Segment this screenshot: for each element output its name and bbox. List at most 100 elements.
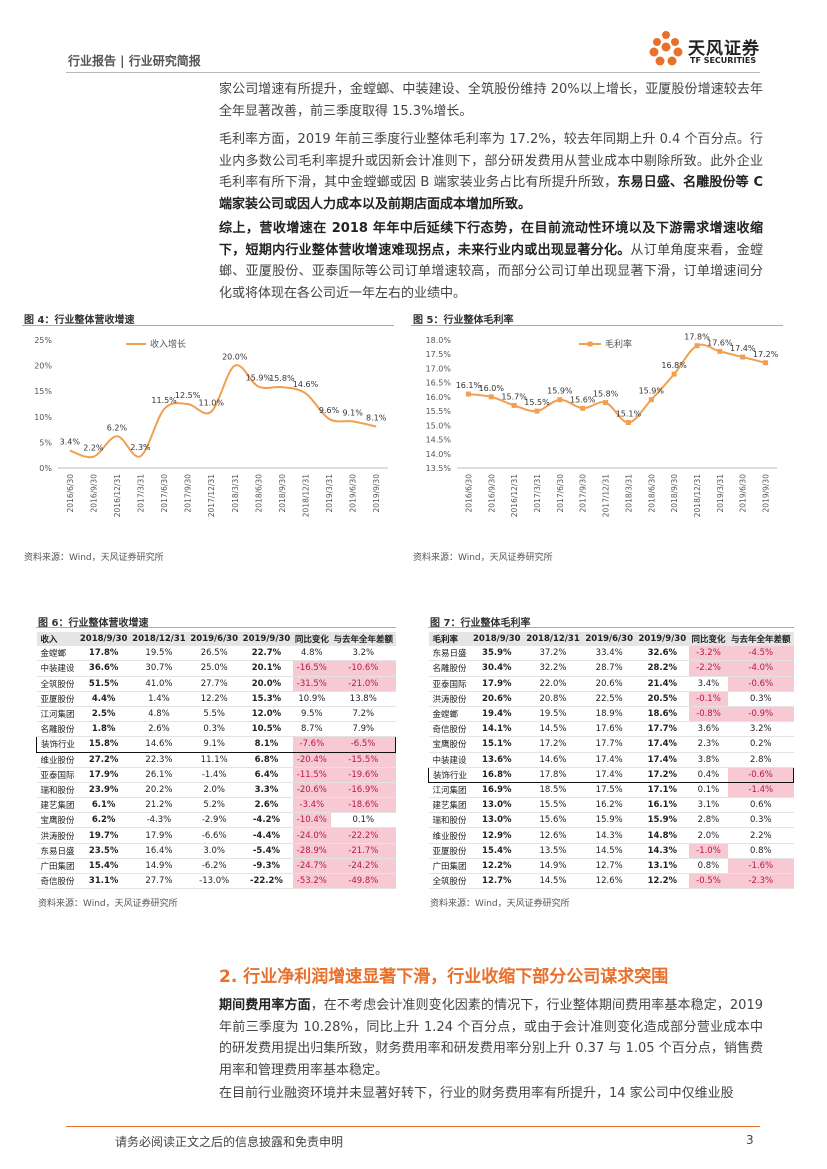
fig6-table-cell: 江河集团 [36,706,78,723]
paragraph-expense-ratio: 期间费用率方面，在不考虑会计准则变化因素的情况下，行业整体期间费用率基本稳定，2… [219,995,763,1081]
fig6-table-cell: 15.4% [77,858,130,875]
fig7-table-row: 金螳螂 19.4% 19.5% 18.9% 18.6% -0.8% -0.9% [428,706,794,723]
fig5-ytick-label: 15.5% [426,407,452,416]
fig7-table-cell: 宝鹰股份 [428,736,471,753]
fig5-data-label: 15.9% [639,387,665,396]
fig7-table-cell: 2.2% [728,827,794,844]
fig7-table-cell: 33.4% [582,646,636,662]
fig7-table-cell: 28.2% [635,660,689,677]
fig6-table-row: 广田集团 15.4% 14.9% -6.2% -9.3% -24.7% -24.2% [36,858,396,875]
fig7-table-cell: 洪涛股份 [428,691,471,707]
fig7-table-cell: -1.4% [728,782,794,799]
fig7-table-cell: 3.8% [688,752,729,768]
fig7-table-cell: 15.9% [635,812,689,829]
fig7-table-row: 装饰行业 16.8% 17.8% 17.4% 17.2% 0.4% -0.6% [428,766,795,783]
fig6-table-cell: 4.8% [129,706,189,723]
fig6-table-cell: 36.6% [77,660,130,677]
fig6-table-cell: 0.1% [331,812,396,829]
fig4-data-label: 2.3% [130,443,151,452]
fig5-data-label: 16.1% [456,381,482,390]
fig6-table-cell: -13.0% [188,873,241,890]
fig7-table-cell: 3.4% [688,676,729,692]
fig6-table-cell: -6.6% [188,827,241,844]
paragraph-bold-text: 综上，营收增速在 2018 年年中后延续下行态势，在目前流动性环境以及下游需求增… [219,221,763,258]
fig6-table-cell: 19.7% [77,827,130,844]
fig6-table-cell: 9.1% [188,736,241,753]
fig6-table-cell: 8.7% [292,721,332,738]
fig7-table-cell: 32.2% [523,660,583,677]
fig7-table-cell: -2.3% [728,873,794,890]
fig6-table-cell: 11.1% [188,752,241,768]
fig6-table-cell: -9.3% [240,858,293,875]
fig6-source: 资料来源：Wind，天风证券研究所 [38,899,178,909]
fig7-table-cell: 0.3% [728,691,794,707]
header-divider [66,72,760,73]
fig6-table-cell: -5.4% [240,843,293,859]
fig5-data-point [534,408,540,414]
fig5-data-point [465,391,471,397]
fig6-table-cell: 14.9% [129,858,189,875]
fig7-header-cell: 与去年全年差额 [728,632,794,647]
fig6-table-cell: -1.4% [188,767,241,783]
fig7-table-cell: 0.8% [728,843,794,859]
fig6-table-cell: 20.2% [129,782,189,799]
fig6-header-cell: 同比变化 [292,632,332,647]
fig4-data-label: 15.9% [246,374,272,383]
fig6-table-row: 全筑股份 51.5% 41.0% 27.7% 20.0% -31.5% -21.0% [36,676,396,692]
fig6-table-cell: -4.3% [129,812,189,829]
fig6-table-cell: 金螳螂 [36,646,78,662]
fig6-table-cell: -19.6% [331,767,396,783]
fig4-xtick-label: 2018/12/31 [302,474,311,517]
fig7-table-cell: 20.6% [582,676,636,692]
fig7-header-cell: 2019/9/30 [635,632,689,647]
fig6-header-cell: 2019/9/30 [240,632,293,647]
paragraph-text: 在目前行业融资环境并未显著好转下，行业的财务费用率有所提升，14 家公司中仅维业… [219,1086,734,1101]
fig5-xtick-label: 2017/6/30 [556,474,565,513]
fig5-data-label: 15.9% [547,387,573,396]
fig7-table-cell: 35.9% [470,646,524,662]
fig4-xtick-label: 2017/12/31 [207,474,216,517]
fig5-data-point [603,400,609,406]
fig5-xtick-label: 2016/9/30 [487,474,496,513]
fig5-title-rule [411,325,783,326]
fig4-series-line [69,364,377,459]
fig4-data-label: 11.5% [151,396,177,405]
fig6-header-cell: 2018/12/31 [129,632,189,647]
fig4-data-label: 2.2% [83,444,104,453]
fig7-header-cell: 同比变化 [688,632,729,647]
fig7-table-row: 亚厦股份 15.4% 13.5% 14.5% 14.3% -1.0% 0.8% [428,843,794,859]
fig6-table-cell: 2.5% [77,706,130,723]
fig6-table-cell: 3.2% [331,646,396,662]
fig5-data-label: 15.7% [501,392,527,401]
fig7-table-cell: 建艺集团 [428,797,471,814]
fig7-table-row: 亚泰国际 17.9% 22.0% 20.6% 21.4% 3.4% -0.6% [428,676,794,692]
fig7-source: 资料来源：Wind，天风证券研究所 [430,899,570,909]
fig5-data-point [580,405,586,411]
fig6-table-cell: -24.2% [331,858,396,875]
fig7-table-cell: -3.2% [688,646,729,662]
fig7-table-cell: 13.6% [470,752,524,768]
fig5-data-point [511,402,517,408]
fig4-data-label: 14.6% [293,380,319,389]
fig5-ytick-label: 13.5% [426,464,452,473]
fig7-table-cell: 17.7% [582,736,636,753]
fig7-table-cell: 17.4% [635,736,689,753]
fig4-title: 图 4：行业整体营收增速 [24,315,135,326]
fig7-table-cell: -1.6% [728,858,794,875]
fig6-table-row: 金螳螂 17.8% 19.5% 26.5% 22.7% 4.8% 3.2% [36,646,396,662]
fig6-table-cell: 27.2% [77,752,130,768]
fig7-table-cell: 22.0% [523,676,583,692]
fig7-table-cell: 18.5% [523,782,583,799]
fig7-table-cell: 0.8% [688,858,729,875]
fig6-table-cell: 亚泰国际 [36,767,78,783]
fig7-table-cell: 12.6% [523,827,583,844]
fig6-table-cell: -11.5% [292,767,332,783]
fig6-table-row: 维业股份 27.2% 22.3% 11.1% 6.8% -20.4% -15.5% [36,752,396,768]
fig6-table-cell: -10.4% [292,812,332,829]
fig6-table-cell: 名雕股份 [36,721,78,738]
fig7-margin-table: 毛利率 2018/9/30 2018/12/31 2019/6/30 2019/9/30… [428,632,795,890]
fig6-table-cell: -22.2% [331,827,396,844]
fig6-table-cell: 中装建设 [36,660,78,677]
fig6-table-cell: -3.4% [292,797,332,814]
fig6-table-cell: 9.5% [292,706,332,723]
